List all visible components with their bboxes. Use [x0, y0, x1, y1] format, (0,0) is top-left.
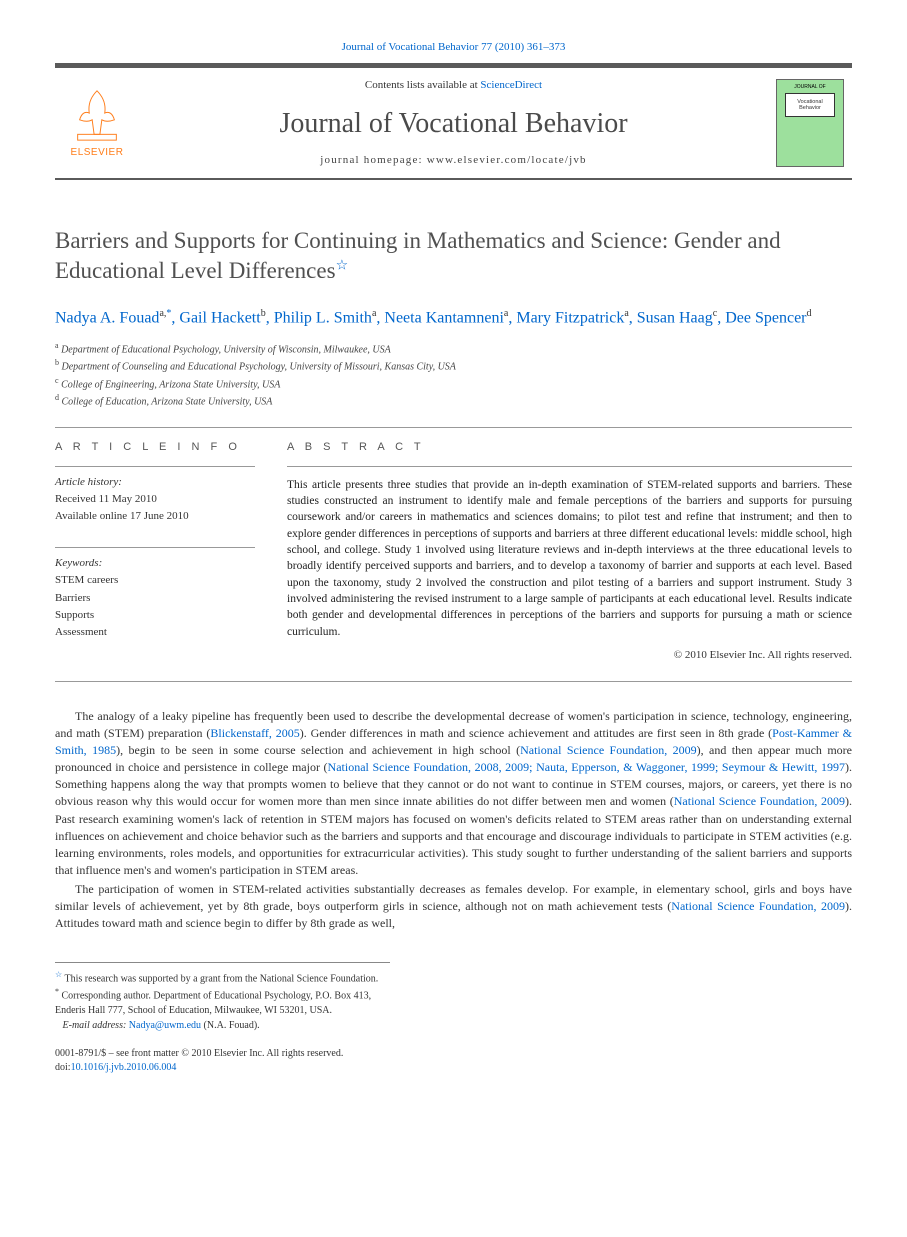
author-6-aff: c [713, 308, 717, 319]
title-footnote-star[interactable]: ☆ [336, 258, 349, 273]
aff-b-text: Department of Counseling and Educational… [62, 362, 456, 373]
keyword-2: Barriers [55, 591, 255, 606]
journal-cover-thumbnail: JOURNAL OF Vocational Behavior [776, 79, 844, 167]
title-block: Barriers and Supports for Continuing in … [55, 226, 852, 285]
history-label: Article history: [55, 475, 255, 490]
received-date: Received 11 May 2010 [55, 492, 255, 507]
issn-line: 0001-8791/$ – see front matter © 2010 El… [55, 1047, 852, 1061]
aff-a-text: Department of Educational Psychology, Un… [61, 344, 391, 355]
info-divider-2 [55, 547, 255, 548]
author-6[interactable]: Susan Haag [637, 310, 713, 327]
contents-prefix: Contents lists available at [365, 79, 480, 91]
journal-name: Journal of Vocational Behavior [131, 104, 776, 143]
author-2[interactable]: Gail Hackett [179, 310, 260, 327]
cover-line2: Behavior [799, 105, 821, 112]
elsevier-logo-text: ELSEVIER [71, 146, 124, 160]
footnote-corr-icon: * [55, 987, 59, 996]
footer: 0001-8791/$ – see front matter © 2010 El… [55, 1047, 852, 1075]
author-1-corr[interactable]: * [166, 308, 171, 319]
info-divider-1 [55, 466, 255, 467]
email-name: (N.A. Fouad). [204, 1020, 260, 1031]
aff-c-text: College of Engineering, Arizona State Un… [61, 379, 280, 390]
email-label: E-mail address: [63, 1020, 127, 1031]
divider-top [55, 427, 852, 428]
author-3-aff: a [372, 308, 376, 319]
paragraph-1: The analogy of a leaky pipeline has freq… [55, 708, 852, 878]
abstract-text: This article presents three studies that… [287, 477, 852, 640]
paragraph-2: The participation of women in STEM-relat… [55, 881, 852, 932]
elsevier-tree-icon [68, 86, 126, 144]
abstract-column: A B S T R A C T This article presents th… [287, 440, 852, 663]
doi-label: doi: [55, 1062, 71, 1073]
author-4-aff: a [504, 308, 508, 319]
doi-link[interactable]: 10.1016/j.jvb.2010.06.004 [71, 1062, 177, 1073]
affiliations: a Department of Educational Psychology, … [55, 340, 852, 409]
abstract-heading: A B S T R A C T [287, 440, 852, 455]
funding-text: This research was supported by a grant f… [65, 973, 379, 984]
author-7-aff: d [807, 308, 812, 319]
affiliation-c: c College of Engineering, Arizona State … [55, 375, 852, 392]
article-info-column: A R T I C L E I N F O Article history: R… [55, 440, 255, 663]
footnote-funding: ☆ This research was supported by a grant… [55, 969, 390, 986]
ref-nsf2009-3[interactable]: National Science Foundation, 2009 [671, 899, 845, 913]
cover-line1: Vocational [797, 99, 822, 106]
ref-nsf2009-1[interactable]: National Science Foundation, 2009 [520, 743, 697, 757]
online-date: Available online 17 June 2010 [55, 509, 255, 524]
author-1[interactable]: Nadya A. Fouad [55, 310, 159, 327]
author-3[interactable]: Philip L. Smith [274, 310, 372, 327]
cover-top-text: JOURNAL OF [794, 84, 825, 91]
p1-text-2: ). Gender differences in math and scienc… [300, 726, 772, 740]
abstract-copyright: © 2010 Elsevier Inc. All rights reserved… [287, 648, 852, 663]
divider-bottom [55, 681, 852, 682]
ref-nsf2009-2[interactable]: National Science Foundation, 2009 [674, 794, 845, 808]
elsevier-logo: ELSEVIER [63, 83, 131, 163]
keyword-3: Supports [55, 608, 255, 623]
affiliation-b: b Department of Counseling and Education… [55, 357, 852, 374]
keyword-1: STEM careers [55, 573, 255, 588]
body-text: The analogy of a leaky pipeline has freq… [55, 708, 852, 931]
cover-title-box: Vocational Behavior [785, 93, 835, 117]
author-5-aff: a [624, 308, 628, 319]
affiliation-a: a Department of Educational Psychology, … [55, 340, 852, 357]
masthead-center: Contents lists available at ScienceDirec… [131, 78, 776, 168]
p1-text-3: ), begin to be seen in some course selec… [116, 743, 520, 757]
author-list: Nadya A. Fouada,*, Gail Hackettb, Philip… [55, 307, 852, 330]
contents-available-line: Contents lists available at ScienceDirec… [131, 78, 776, 93]
sciencedirect-link[interactable]: ScienceDirect [480, 79, 542, 91]
footnote-email: E-mail address: Nadya@uwm.edu (N.A. Foua… [55, 1018, 390, 1033]
ref-blickenstaff[interactable]: Blickenstaff, 2005 [210, 726, 299, 740]
footnotes: ☆ This research was supported by a grant… [55, 962, 390, 1034]
journal-homepage-line: journal homepage: www.elsevier.com/locat… [131, 153, 776, 168]
abstract-divider [287, 466, 852, 467]
title-text: Barriers and Supports for Continuing in … [55, 228, 781, 282]
ref-multi[interactable]: National Science Foundation, 2008, 2009;… [328, 760, 845, 774]
header-citation: Journal of Vocational Behavior 77 (2010)… [55, 40, 852, 55]
article-title: Barriers and Supports for Continuing in … [55, 226, 852, 285]
footnote-star-icon: ☆ [55, 970, 62, 979]
doi-line: doi:10.1016/j.jvb.2010.06.004 [55, 1061, 852, 1075]
author-4[interactable]: Neeta Kantamneni [384, 310, 504, 327]
page-container: Journal of Vocational Behavior 77 (2010)… [0, 0, 907, 1105]
keywords-label: Keywords: [55, 556, 255, 571]
author-7[interactable]: Dee Spencer [725, 310, 806, 327]
email-link[interactable]: Nadya@uwm.edu [129, 1020, 201, 1031]
info-abstract-row: A R T I C L E I N F O Article history: R… [55, 440, 852, 663]
author-2-aff: b [261, 308, 266, 319]
author-5[interactable]: Mary Fitzpatrick [516, 310, 624, 327]
aff-d-text: College of Education, Arizona State Univ… [62, 396, 273, 407]
keyword-4: Assessment [55, 625, 255, 640]
article-info-heading: A R T I C L E I N F O [55, 440, 255, 455]
corr-text: Corresponding author. Department of Educ… [55, 990, 371, 1016]
masthead: ELSEVIER Contents lists available at Sci… [55, 63, 852, 180]
footnote-corresponding: * Corresponding author. Department of Ed… [55, 986, 390, 1018]
affiliation-d: d College of Education, Arizona State Un… [55, 392, 852, 409]
